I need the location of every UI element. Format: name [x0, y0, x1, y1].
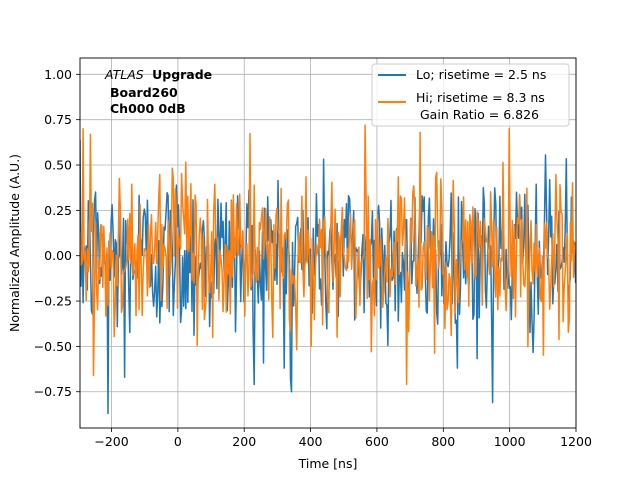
legend-label-hi: Hi; risetime = 8.3 ns — [416, 90, 545, 105]
x-tick-label: 1200 — [560, 434, 592, 449]
x-tick-label: 1000 — [494, 434, 526, 449]
plot-area — [80, 124, 576, 415]
legend: Lo; risetime = 2.5 ns Hi; risetime = 8.3… — [371, 63, 570, 127]
y-tick-label: −0.25 — [34, 294, 72, 309]
y-tick-label: 0.00 — [44, 248, 72, 263]
x-tick-label: 400 — [299, 434, 323, 449]
y-axis-ticks: −0.75 −0.50 −0.25 0.00 0.25 0.50 0.75 1.00 — [34, 67, 80, 399]
x-tick-label: 200 — [232, 434, 256, 449]
y-tick-label: 0.75 — [44, 112, 72, 127]
y-tick-label: 1.00 — [44, 67, 72, 82]
series-group — [80, 124, 576, 415]
y-axis-title: Normalized Amplitude (A.U.) — [7, 154, 22, 332]
y-tick-label: 0.25 — [44, 203, 72, 218]
y-tick-label: −0.75 — [34, 384, 72, 399]
legend-gain-ratio: Gain Ratio = 6.826 — [420, 107, 539, 122]
axes-frame — [79, 57, 577, 429]
channel-label: Ch000 0dB — [110, 101, 186, 116]
x-tick-label: 0 — [174, 434, 182, 449]
board-label: Board260 — [110, 85, 178, 100]
series-line-hi — [80, 124, 576, 386]
y-tick-label: −0.50 — [34, 339, 72, 354]
x-axis-title: Time [ns] — [298, 456, 358, 471]
atlas-label: ATLAS — [104, 67, 144, 82]
legend-box — [371, 63, 570, 127]
x-tick-label: 800 — [431, 434, 455, 449]
series-line-lo — [80, 139, 576, 415]
y-tick-label: 0.50 — [44, 158, 72, 173]
x-tick-label: 600 — [365, 434, 389, 449]
legend-label-lo: Lo; risetime = 2.5 ns — [416, 67, 546, 82]
svg-text:ATLAS Upgrade: ATLAS Upgrade — [104, 67, 212, 82]
x-axis-ticks: −200 0 200 400 600 800 1000 1200 — [94, 428, 592, 449]
x-tick-label: −200 — [94, 434, 128, 449]
atlas-annotation: ATLAS Upgrade Board260 Ch000 0dB — [104, 67, 212, 116]
upgrade-label: Upgrade — [152, 67, 212, 82]
